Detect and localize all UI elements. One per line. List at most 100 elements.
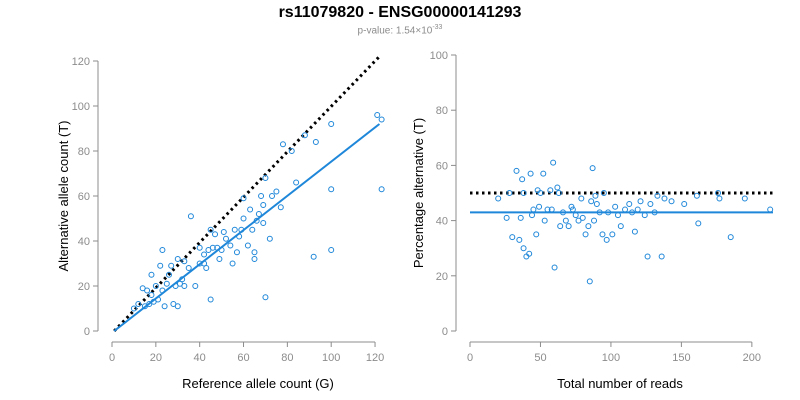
y-tick-label: 20 (436, 271, 448, 283)
data-point (557, 223, 564, 230)
x-tick-label: 40 (194, 352, 206, 364)
y-axis-label: Percentage alternative (T) (411, 118, 426, 268)
data-point (212, 231, 219, 238)
data-point (207, 226, 214, 233)
data-point (181, 283, 188, 289)
data-point (644, 253, 651, 260)
data-point (288, 148, 295, 154)
data-point (185, 265, 192, 271)
data-point (495, 195, 502, 202)
data-point (533, 231, 540, 238)
data-point (741, 195, 748, 202)
y-tick-label: 60 (436, 160, 448, 172)
data-point (593, 201, 600, 208)
data-point (269, 193, 276, 199)
data-point (148, 271, 155, 278)
data-point (578, 195, 585, 202)
chart-title: rs11079820 - ENSG00000141293 (278, 4, 522, 21)
data-point (374, 112, 381, 118)
data-point (629, 209, 636, 216)
data-point (249, 226, 256, 233)
data-point (233, 249, 240, 256)
data-point (695, 220, 702, 227)
data-point (554, 184, 561, 191)
data-point (293, 179, 300, 186)
data-point (174, 303, 181, 310)
data-point (196, 244, 203, 251)
data-point (159, 287, 166, 294)
data-point (603, 236, 610, 243)
y-tick-label: 80 (78, 146, 90, 158)
data-point (328, 186, 335, 193)
p-value-text: p-value: 1.54×10 (357, 25, 433, 37)
data-point (544, 206, 551, 213)
data-point (562, 217, 569, 224)
data-point (216, 256, 223, 262)
y-tick-label: 100 (72, 101, 90, 113)
y-tick-label: 60 (78, 191, 90, 203)
reference-line-dotted (113, 55, 381, 333)
data-point (258, 193, 265, 199)
data-point (767, 206, 774, 213)
data-point (187, 213, 194, 220)
data-point (631, 228, 638, 235)
data-point (220, 229, 227, 235)
data-point (209, 244, 216, 251)
data-point (161, 303, 168, 310)
data-point (165, 271, 172, 278)
data-point (641, 212, 648, 219)
data-point (541, 217, 548, 224)
x-tick-label: 120 (366, 352, 384, 364)
data-point (585, 223, 592, 230)
x-tick-label: 100 (322, 352, 340, 364)
data-point (586, 278, 593, 285)
data-point (661, 195, 668, 202)
data-point (163, 280, 170, 287)
data-point (634, 206, 641, 213)
x-tick-label: 80 (281, 352, 293, 364)
data-point (582, 231, 589, 238)
data-point (715, 190, 722, 196)
data-point (609, 231, 616, 238)
data-point (572, 212, 579, 219)
x-tick-label: 200 (743, 352, 761, 364)
y-tick-label: 20 (78, 281, 90, 293)
data-point (181, 258, 188, 265)
data-point (599, 231, 606, 238)
data-point (560, 209, 567, 216)
data-point (310, 253, 317, 260)
data-point (247, 206, 254, 213)
data-point (727, 234, 734, 241)
y-tick-label: 40 (78, 236, 90, 248)
data-point (148, 292, 155, 298)
data-point (179, 276, 186, 283)
x-axis-label: Reference allele count (G) (182, 376, 334, 391)
y-tick-label: 0 (84, 326, 90, 338)
data-point (238, 226, 245, 233)
data-point (222, 235, 229, 242)
data-point (579, 214, 586, 221)
x-tick-label: 0 (109, 352, 115, 364)
data-point (591, 217, 598, 224)
y-tick-label: 80 (436, 105, 448, 117)
data-point (547, 187, 554, 194)
data-point (637, 198, 644, 205)
data-point (605, 209, 612, 216)
data-point (130, 305, 137, 312)
data-point (520, 190, 527, 196)
data-point (626, 201, 633, 208)
data-point (301, 132, 308, 139)
y-tick-label: 0 (442, 326, 448, 338)
data-point (260, 220, 267, 226)
data-point (592, 192, 599, 199)
data-point (174, 256, 181, 262)
x-tick-label: 150 (672, 352, 690, 364)
data-point (527, 170, 534, 177)
data-point (575, 217, 582, 224)
data-point (236, 233, 243, 240)
data-point (530, 206, 537, 213)
data-point (681, 201, 688, 208)
data-point (277, 204, 284, 211)
data-point (647, 201, 654, 208)
